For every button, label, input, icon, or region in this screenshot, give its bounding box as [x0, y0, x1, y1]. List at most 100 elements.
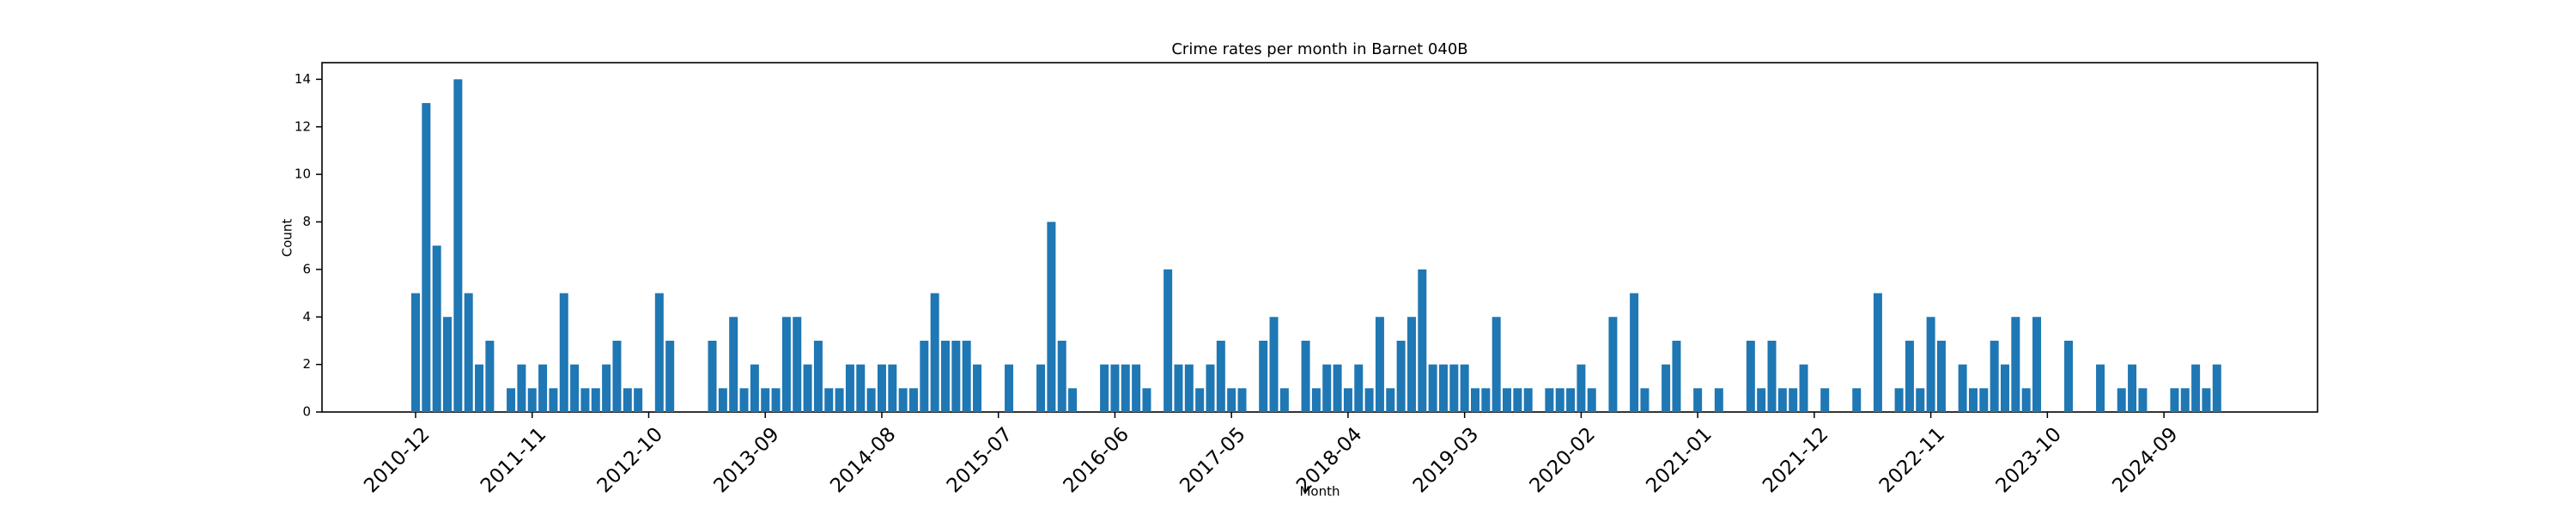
bar	[1301, 340, 1310, 412]
x-tick-label: 2011-11	[477, 423, 550, 497]
bar	[1259, 340, 1268, 412]
bar	[464, 293, 473, 412]
bar	[1343, 388, 1352, 412]
bar	[485, 340, 495, 412]
bar	[2138, 388, 2148, 412]
bar	[941, 340, 950, 412]
bar	[1354, 364, 1364, 412]
bar	[856, 364, 866, 412]
x-tick-label: 2014-08	[826, 423, 900, 497]
bar	[2191, 364, 2201, 412]
bar	[1460, 364, 1469, 412]
bar	[803, 364, 812, 412]
x-tick-label: 2023-10	[1992, 423, 2066, 497]
bar	[1386, 388, 1395, 412]
bar	[1672, 340, 1681, 412]
bar	[1979, 388, 1989, 412]
bar	[1799, 364, 1808, 412]
bar	[1195, 388, 1205, 412]
bar	[1005, 364, 1014, 412]
x-tick-label: 2022-11	[1875, 423, 1949, 497]
x-tick-label: 2021-01	[1642, 423, 1716, 497]
bar	[835, 388, 844, 412]
bar	[1693, 388, 1703, 412]
bar	[602, 364, 611, 412]
bar	[1608, 317, 1618, 412]
bar	[866, 388, 876, 412]
x-tick-label: 2020-02	[1526, 423, 1600, 497]
bar	[475, 364, 484, 412]
bar	[1545, 388, 1554, 412]
bar	[824, 388, 834, 412]
bar	[1757, 388, 1766, 412]
bar	[443, 317, 453, 412]
bar	[1662, 364, 1671, 412]
bar	[1746, 340, 1755, 412]
bar	[665, 340, 675, 412]
bar	[2011, 317, 2020, 412]
bar	[1110, 364, 1120, 412]
bar	[1789, 388, 1798, 412]
bar	[793, 317, 802, 412]
bar	[951, 340, 961, 412]
bar	[1311, 388, 1321, 412]
x-tick-label: 2017-05	[1176, 423, 1249, 497]
bar	[1364, 388, 1374, 412]
bar	[750, 364, 759, 412]
bar	[591, 388, 600, 412]
bar	[1068, 388, 1078, 412]
bar	[1492, 317, 1501, 412]
bar	[1163, 269, 1173, 412]
bar	[1471, 388, 1479, 412]
bar	[1047, 221, 1056, 412]
bar	[1936, 340, 1946, 412]
bar	[411, 293, 420, 412]
y-tick-label: 6	[302, 261, 311, 276]
bar	[549, 388, 558, 412]
bar	[1523, 388, 1533, 412]
bar	[1174, 364, 1183, 412]
bar	[1396, 340, 1406, 412]
x-tick-label: 2019-03	[1409, 423, 1483, 497]
bar	[739, 388, 749, 412]
bar	[2170, 388, 2179, 412]
bar	[1503, 388, 1512, 412]
bar	[761, 388, 770, 412]
bar	[2001, 364, 2009, 412]
bar	[708, 340, 717, 412]
bar	[580, 388, 590, 412]
bar	[718, 388, 727, 412]
x-tick-label: 2010-12	[360, 423, 434, 497]
bar	[1968, 388, 1978, 412]
bar	[2064, 340, 2074, 412]
bar	[1714, 388, 1723, 412]
bar	[973, 364, 982, 412]
bar	[1449, 364, 1459, 412]
bar	[527, 388, 537, 412]
bar	[2128, 364, 2137, 412]
y-axis-label: Count	[280, 219, 295, 258]
y-tick-label: 0	[302, 404, 311, 420]
bar	[507, 388, 516, 412]
bar	[1121, 364, 1130, 412]
bar	[612, 340, 622, 412]
bar	[771, 388, 781, 412]
bar	[1227, 388, 1236, 412]
bar	[898, 388, 908, 412]
bar	[559, 293, 568, 412]
bar	[1036, 364, 1046, 412]
bar	[1767, 340, 1777, 412]
x-axis-label: Month	[1299, 484, 1340, 500]
bar	[1428, 364, 1437, 412]
bar	[1577, 364, 1586, 412]
x-tick-label: 2013-09	[709, 423, 783, 497]
bar	[1566, 388, 1576, 412]
bar	[2021, 388, 2031, 412]
bar	[1375, 317, 1384, 412]
bar	[623, 388, 632, 412]
bar	[1926, 317, 1935, 412]
bar	[1216, 340, 1225, 412]
bar	[1333, 364, 1342, 412]
bar	[1990, 340, 1999, 412]
bar	[1958, 364, 1967, 412]
